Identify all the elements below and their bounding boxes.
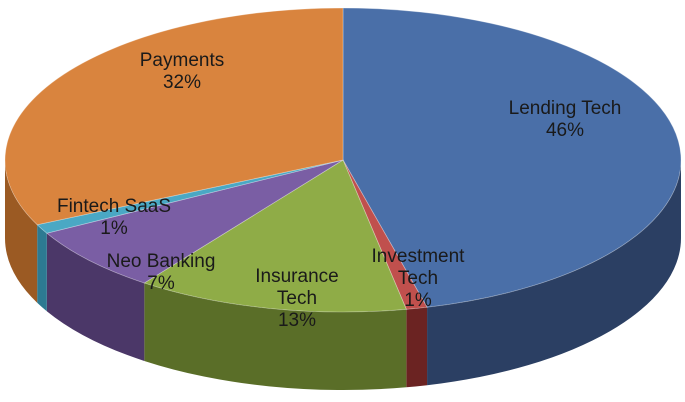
pie-slice-lending [342, 7, 682, 308]
pie-side-lending [427, 160, 681, 386]
label-insurance-tech: Insurance Tech 13% [255, 266, 338, 332]
label-lending-tech: Lending Tech 46% [509, 98, 622, 142]
pie-slice-investment [342, 159, 428, 310]
label-lending-tech-name: Lending Tech [508, 98, 622, 119]
label-neo-banking-name: Neo Banking [106, 251, 216, 272]
label-lending-tech-pct: 46% [545, 120, 585, 141]
pie-side-investment [406, 307, 428, 388]
label-insurance-tech-name-2: Tech [276, 288, 318, 309]
label-investment-tech-name-2: Tech [397, 268, 439, 289]
label-insurance-tech-name-1: Insurance [255, 266, 339, 287]
label-neo-banking: Neo Banking 7% [107, 251, 216, 295]
pie-side-neobanking [46, 233, 145, 361]
label-investment-tech: Investment Tech 1% [372, 246, 465, 312]
label-payments-name: Payments [139, 50, 225, 71]
label-investment-tech-name-1: Investment [371, 246, 465, 267]
pie-tops [4, 7, 682, 313]
label-neo-banking-pct: 7% [147, 273, 175, 294]
label-insurance-tech-pct: 13% [277, 310, 317, 331]
pie-sides [5, 160, 681, 390]
pie-side-insurance [144, 282, 407, 390]
pie-side-payments [5, 160, 38, 303]
pie-slice-saas [36, 159, 344, 234]
pie-slice-neobanking [45, 159, 344, 284]
label-investment-tech-pct: 1% [404, 290, 432, 311]
label-fintech-saas: Fintech SaaS 1% [57, 196, 171, 240]
pie-side-saas [37, 224, 47, 312]
label-payments-pct: 32% [162, 72, 202, 93]
label-fintech-saas-name: Fintech SaaS [56, 196, 172, 217]
pie-slice-insurance [143, 159, 407, 313]
pie-slice-payments [4, 7, 344, 226]
label-payments: Payments 32% [140, 50, 224, 94]
label-fintech-saas-pct: 1% [100, 218, 128, 239]
